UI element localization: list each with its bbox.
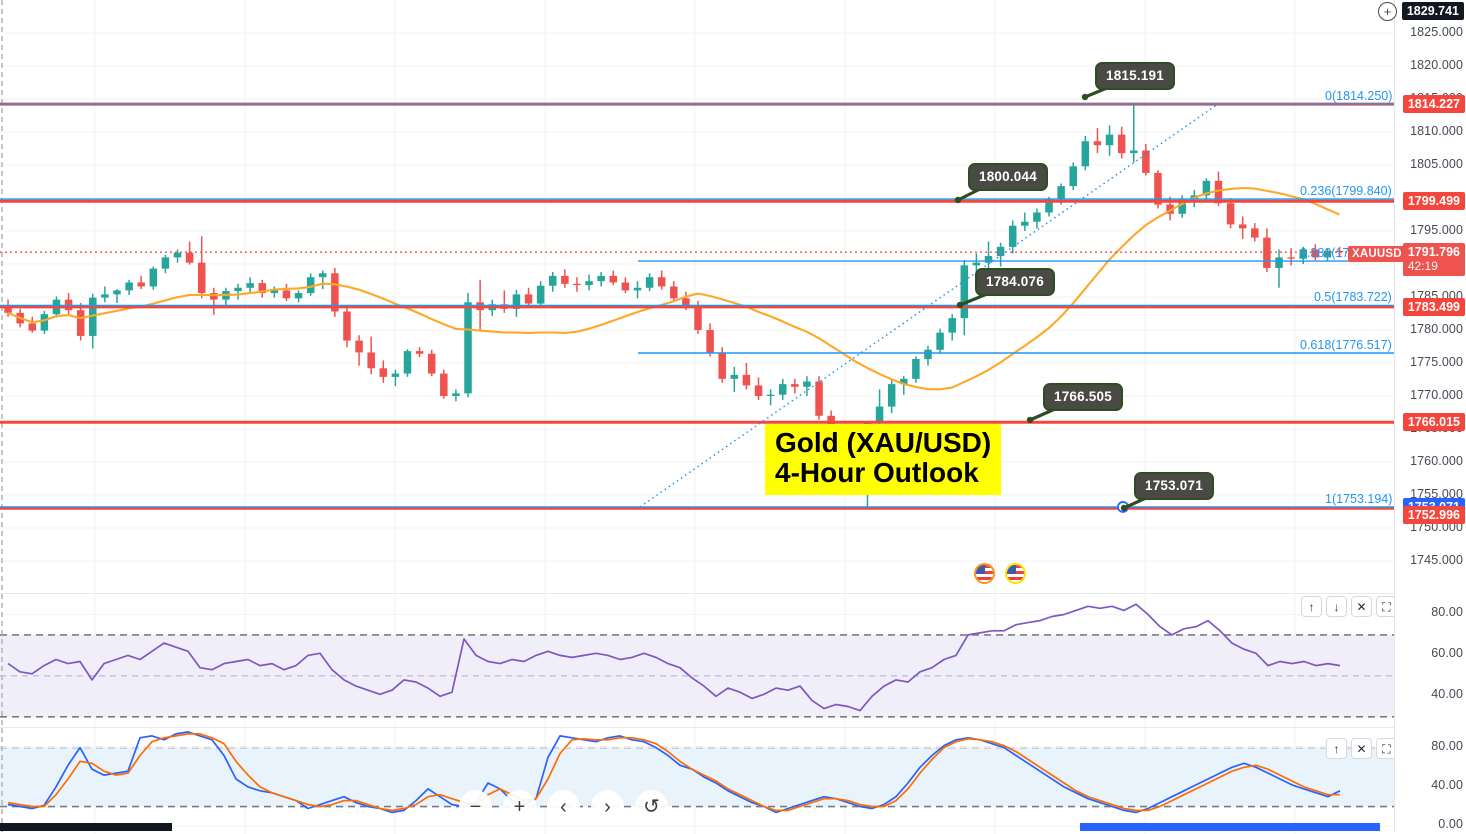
- price-callout: 1815.191: [1095, 62, 1175, 90]
- fibonacci-level-label: 1(1753.194): [1325, 491, 1393, 506]
- move-pane-up-button[interactable]: ↑: [1326, 738, 1347, 759]
- fibonacci-level-label: 0.618(1776.517): [1300, 337, 1392, 352]
- price-axis-tag: 1783.499: [1402, 297, 1465, 316]
- price-callout: 1800.044: [968, 163, 1048, 191]
- price-tick-label: 1825.000: [1410, 25, 1463, 39]
- rsi-indicator-pane[interactable]: [0, 593, 1394, 727]
- stochastic-indicator-pane[interactable]: [0, 727, 1394, 834]
- symbol-badge: XAUUSD: [1348, 246, 1406, 262]
- reset-chart-button[interactable]: ↺: [635, 790, 668, 823]
- rsi-tick-label: 60.00: [1431, 646, 1463, 661]
- chart-navigation-toolbar[interactable]: − + ‹ › ↺: [459, 790, 668, 823]
- price-axis[interactable]: 1825.0001820.0001815.0001810.0001805.000…: [1394, 0, 1466, 833]
- scroll-right-button[interactable]: ›: [591, 790, 624, 823]
- horizontal-scrollbar[interactable]: [0, 823, 1394, 831]
- remove-pane-button[interactable]: ✕: [1351, 738, 1372, 759]
- crosshair-price-badge: 1829.741: [1401, 2, 1464, 20]
- price-axis-tag: 1814.227: [1402, 95, 1465, 114]
- price-callout: 1766.505: [1043, 383, 1123, 411]
- zoom-out-button[interactable]: −: [459, 790, 492, 823]
- move-pane-down-button[interactable]: ↓: [1326, 596, 1347, 617]
- scrollbar-thumb-left[interactable]: [0, 823, 172, 831]
- economic-event-flag-icon[interactable]: [1005, 563, 1026, 584]
- chart-title-annotation: Gold (XAU/USD) 4-Hour Outlook: [765, 424, 1002, 495]
- price-tick-label: 1755.000: [1410, 487, 1463, 501]
- fibonacci-level-label: 0(1814.250): [1325, 88, 1393, 103]
- scrollbar-thumb-right[interactable]: [1080, 823, 1380, 831]
- candle-countdown: 42:19: [1407, 259, 1438, 274]
- price-tick-label: 1760.000: [1410, 454, 1463, 468]
- price-callout: 1753.071: [1134, 472, 1214, 500]
- stochastic-tick-label: 40.00: [1431, 777, 1463, 792]
- price-tick-label: 1795.000: [1410, 223, 1463, 237]
- remove-pane-button[interactable]: ✕: [1351, 596, 1372, 617]
- fibonacci-level-label: 0.236(1799.840): [1300, 184, 1392, 199]
- current-price-value: 1791.796: [1407, 245, 1460, 260]
- title-line-1: Gold (XAU/USD): [775, 427, 992, 458]
- move-pane-up-button[interactable]: ↑: [1301, 596, 1322, 617]
- price-axis-tag: 1791.796 42:19: [1402, 243, 1465, 277]
- rsi-tick-label: 80.00: [1431, 605, 1463, 620]
- zoom-in-button[interactable]: +: [503, 790, 536, 823]
- price-tick-label: 1820.000: [1410, 58, 1463, 72]
- price-tick-label: 1810.000: [1410, 124, 1463, 138]
- add-indicator-icon[interactable]: +: [1378, 2, 1397, 21]
- rsi-chart-svg[interactable]: [0, 594, 1394, 727]
- price-tick-label: 1780.000: [1410, 322, 1463, 336]
- price-axis-tag: 1799.499: [1402, 192, 1465, 211]
- scroll-left-button[interactable]: ‹: [547, 790, 580, 823]
- title-line-2: 4-Hour Outlook: [775, 456, 979, 488]
- price-callout: 1784.076: [975, 268, 1055, 296]
- price-tick-label: 1805.000: [1410, 157, 1463, 171]
- price-tick-label: 1745.000: [1410, 553, 1463, 567]
- price-chart-pane[interactable]: [0, 0, 1394, 592]
- economic-event-flag-icon[interactable]: [974, 563, 995, 584]
- stochastic-tick-label: 80.00: [1431, 738, 1463, 753]
- stochastic-chart-svg[interactable]: [0, 728, 1394, 834]
- price-chart-svg[interactable]: [0, 0, 1394, 592]
- stochastic-tick-label: 0.00: [1438, 817, 1463, 832]
- rsi-tick-label: 40.00: [1431, 687, 1463, 702]
- price-axis-tag: 1752.996: [1402, 505, 1465, 524]
- price-axis-tag: 1766.015: [1402, 413, 1465, 432]
- price-tick-label: 1775.000: [1410, 355, 1463, 369]
- price-tick-label: 1770.000: [1410, 388, 1463, 402]
- fibonacci-level-label: 0.5(1783.722): [1314, 290, 1392, 305]
